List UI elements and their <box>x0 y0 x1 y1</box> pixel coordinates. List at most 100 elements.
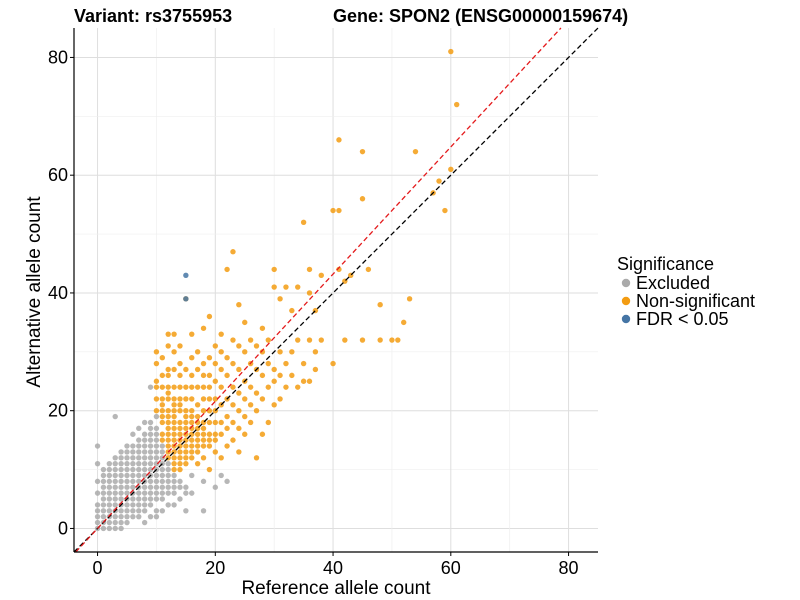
point-non-significant <box>165 343 171 349</box>
point-non-significant <box>206 437 213 443</box>
point-excluded <box>153 472 160 479</box>
point-non-significant <box>171 425 177 432</box>
point-excluded <box>159 443 166 449</box>
point-excluded <box>106 519 113 526</box>
point-excluded <box>141 472 148 479</box>
point-excluded <box>112 525 118 532</box>
point-non-significant <box>395 337 401 343</box>
x-tick-label: 0 <box>93 558 103 578</box>
point-non-significant <box>206 355 213 361</box>
point-excluded <box>106 508 113 514</box>
point-excluded <box>177 484 183 490</box>
point-excluded <box>218 472 224 479</box>
point-non-significant <box>359 337 366 343</box>
point-excluded <box>136 478 142 485</box>
point-non-significant <box>453 101 460 108</box>
point-non-significant <box>194 431 201 437</box>
point-non-significant <box>200 325 207 331</box>
point-excluded <box>130 460 136 467</box>
point-excluded <box>147 384 154 390</box>
point-non-significant <box>289 349 295 355</box>
point-non-significant <box>194 449 201 455</box>
point-excluded <box>118 525 124 532</box>
point-non-significant <box>242 349 248 355</box>
point-non-significant <box>206 443 213 449</box>
legend: Significance ExcludedNon-significantFDR … <box>617 254 755 329</box>
x-axis-title: Reference allele count <box>241 578 431 599</box>
point-excluded <box>118 472 124 479</box>
point-non-significant <box>412 148 419 155</box>
legend-label-fdr-0-05: FDR < 0.05 <box>636 309 729 329</box>
point-excluded <box>147 502 154 508</box>
point-excluded <box>147 513 154 520</box>
point-excluded <box>147 490 154 496</box>
point-non-significant <box>300 219 307 225</box>
point-excluded <box>130 484 136 490</box>
point-excluded <box>147 455 154 461</box>
point-excluded <box>153 443 160 449</box>
point-non-significant <box>259 349 266 355</box>
point-non-significant <box>171 384 177 390</box>
point-excluded <box>153 425 160 432</box>
point-non-significant <box>189 413 195 420</box>
point-non-significant <box>165 372 171 379</box>
point-excluded <box>141 449 148 455</box>
point-excluded <box>106 466 113 473</box>
point-non-significant <box>247 337 254 343</box>
point-excluded <box>94 502 101 508</box>
point-excluded <box>118 478 124 485</box>
point-non-significant <box>330 360 336 367</box>
point-non-significant <box>265 419 271 426</box>
point-excluded <box>124 466 130 473</box>
point-excluded <box>112 490 118 496</box>
x-tick-label: 60 <box>441 558 461 578</box>
point-non-significant <box>183 413 189 420</box>
point-excluded <box>130 443 136 449</box>
point-excluded <box>147 449 154 455</box>
point-excluded <box>183 490 189 496</box>
point-excluded <box>141 466 148 473</box>
point-non-significant <box>177 425 183 432</box>
point-non-significant <box>271 266 277 273</box>
point-excluded <box>153 437 160 443</box>
point-non-significant <box>271 402 277 408</box>
point-excluded <box>130 449 136 455</box>
point-non-significant <box>359 196 366 202</box>
point-non-significant <box>200 437 207 443</box>
point-non-significant <box>159 413 166 420</box>
point-excluded <box>153 508 160 514</box>
point-excluded <box>141 484 148 490</box>
point-excluded <box>171 484 177 490</box>
point-excluded <box>130 466 136 473</box>
point-non-significant <box>265 360 271 367</box>
point-non-significant <box>194 349 201 355</box>
point-excluded <box>124 478 130 485</box>
point-excluded <box>147 431 154 437</box>
point-non-significant <box>365 266 372 273</box>
point-non-significant <box>212 431 219 437</box>
point-non-significant <box>212 449 219 455</box>
point-non-significant <box>206 466 213 473</box>
point-non-significant <box>165 413 171 420</box>
point-non-significant <box>236 302 242 308</box>
point-non-significant <box>183 460 189 467</box>
point-fdr-0-05 <box>183 272 189 278</box>
point-excluded <box>141 419 148 426</box>
y-tick-label: 60 <box>48 165 68 185</box>
point-non-significant <box>259 396 266 402</box>
point-non-significant <box>265 384 271 390</box>
point-non-significant <box>253 455 260 461</box>
point-excluded <box>141 502 148 508</box>
point-excluded <box>106 496 113 502</box>
point-excluded <box>153 513 160 520</box>
point-excluded <box>100 502 107 508</box>
point-non-significant <box>259 372 266 379</box>
point-non-significant <box>212 396 219 402</box>
point-excluded <box>136 437 142 443</box>
point-non-significant <box>171 437 177 443</box>
point-excluded <box>130 513 136 520</box>
point-non-significant <box>230 402 236 408</box>
point-non-significant <box>171 460 177 467</box>
point-non-significant <box>183 431 189 437</box>
point-excluded <box>171 490 177 496</box>
